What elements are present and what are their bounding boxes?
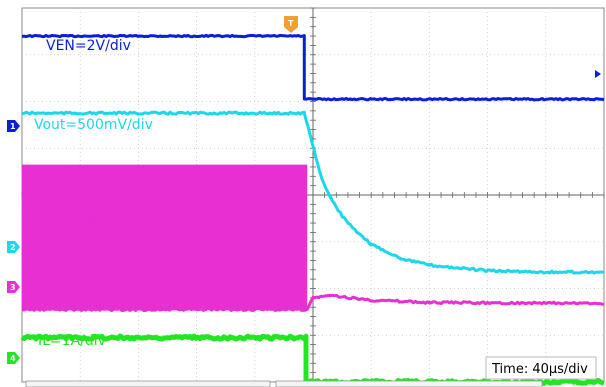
svg-text:2: 2 (10, 243, 16, 252)
svg-text:3: 3 (10, 283, 16, 292)
lx-trace (21, 293, 605, 312)
vout-trace (21, 110, 605, 275)
timebase-box (485, 356, 597, 380)
svg-text:T: T (288, 19, 294, 28)
channel-1-ground-marker: 1 (7, 120, 20, 132)
trigger-position-marker: T (284, 16, 298, 33)
ven-trace (21, 33, 605, 102)
timebase-readout: Time: 40µs/div (491, 362, 588, 377)
channel-4-label: IL=1A/div (38, 333, 106, 349)
channel-2-ground-marker: 2 (7, 241, 20, 253)
status-strip-left (25, 380, 271, 387)
channel-2-label: Vout=500mV/div (34, 117, 153, 133)
channel-4-ground-marker: 4 (7, 352, 20, 364)
svg-text:4: 4 (10, 354, 16, 363)
status-strip-right (275, 380, 543, 387)
channel-3-ground-marker: 3 (7, 281, 20, 293)
channel-1-offset-arrow (595, 70, 601, 78)
channel-3-label: LX=5V/div (36, 213, 109, 229)
lx-switching-band (22, 164, 308, 310)
svg-text:1: 1 (10, 122, 16, 131)
channel-1-label: VEN=2V/div (46, 38, 131, 54)
